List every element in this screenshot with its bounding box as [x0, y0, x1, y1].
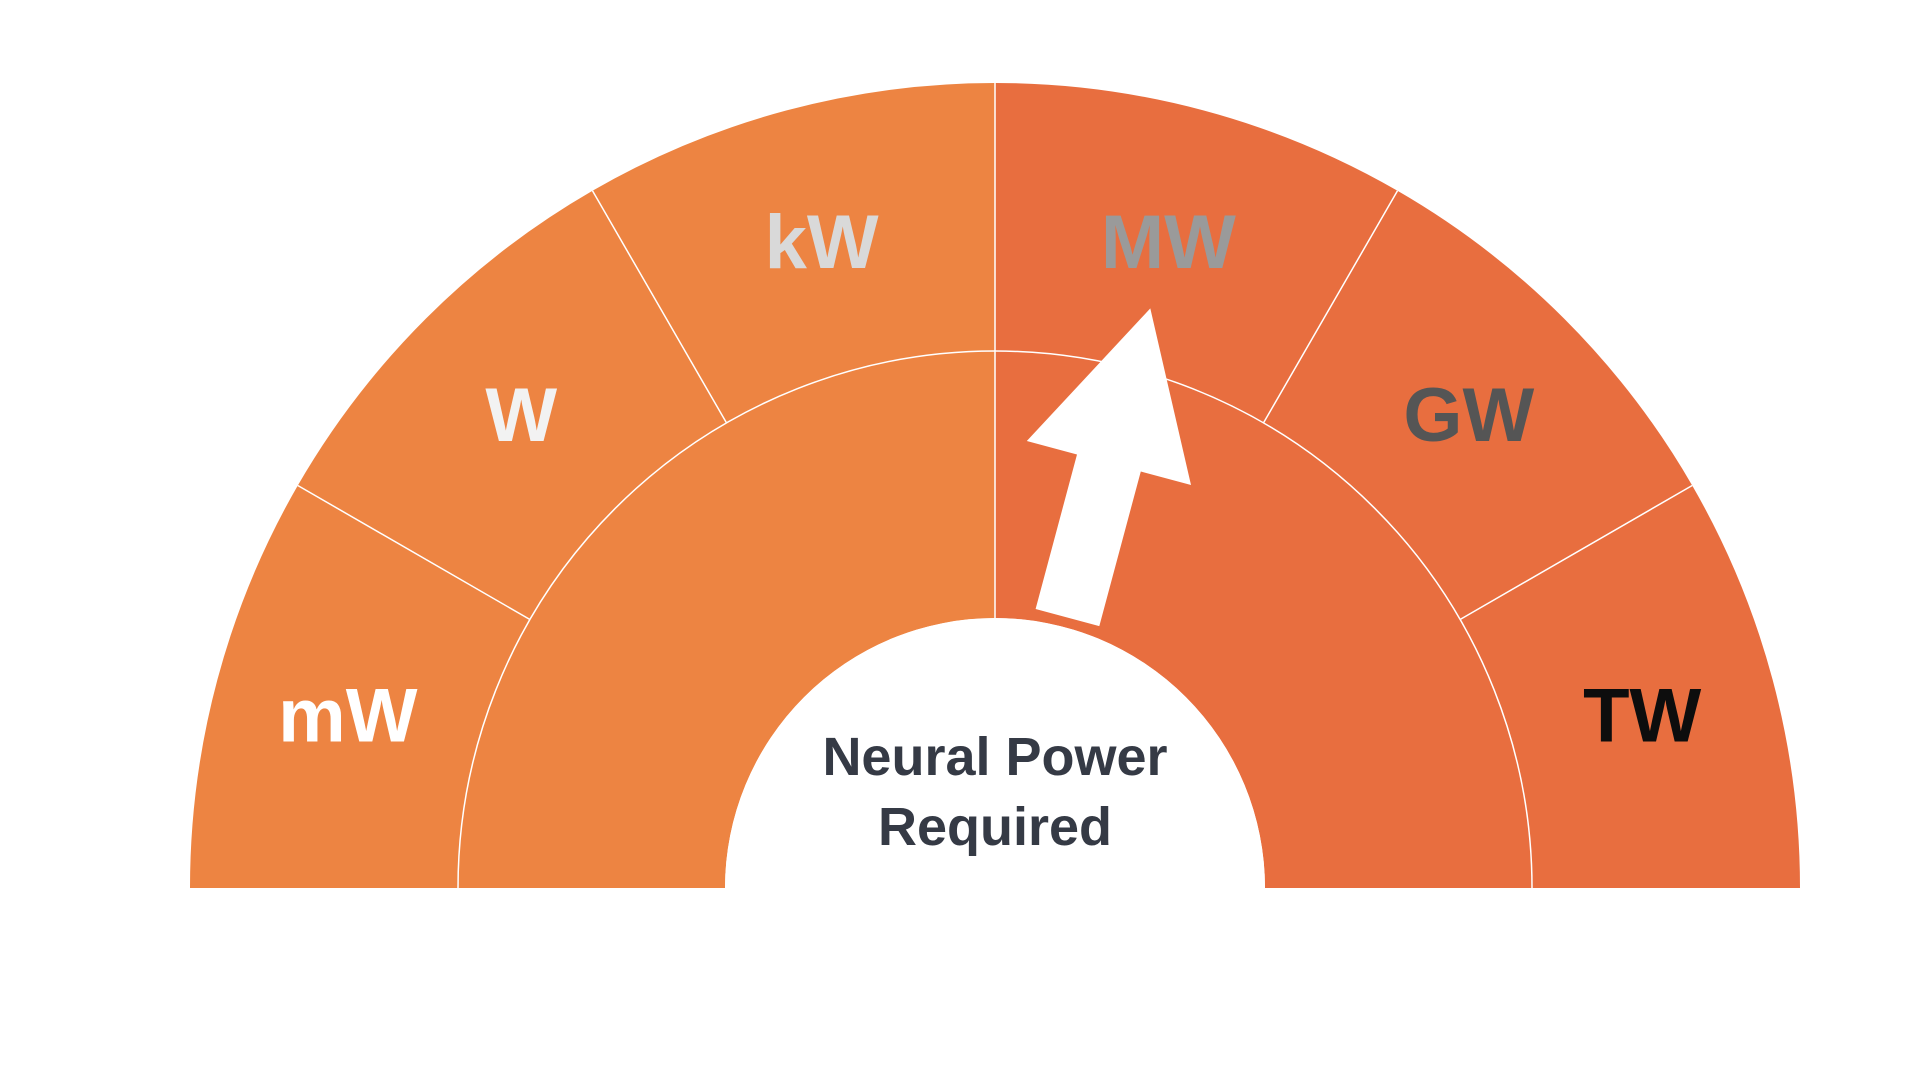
unit-labels: mW WkW MW GW TW	[278, 200, 1701, 759]
gauge-dividers	[297, 83, 1693, 889]
unit-label-tw: TW	[1583, 674, 1701, 759]
outer-wedge-mw	[995, 82, 1398, 423]
outer-wedge-mw	[190, 485, 530, 888]
center-label-line-1: Neural Power	[822, 727, 1167, 787]
unit-label-kw: kW	[765, 200, 879, 285]
pointer-arrow	[1026, 308, 1191, 627]
outer-wedge-tw	[1460, 485, 1800, 888]
unit-label-mw: MW	[1101, 200, 1236, 285]
outer-divider	[591, 190, 728, 424]
outer-wedge-kw	[592, 83, 995, 423]
center-label-line-2: Required	[878, 797, 1112, 857]
unit-label-mw: mW	[278, 674, 418, 759]
outer-wedge-gw	[1263, 190, 1693, 620]
outer-divider	[1262, 190, 1399, 424]
center-disc	[725, 618, 1265, 888]
unit-label-w: W	[485, 373, 557, 458]
outer-divider	[297, 484, 531, 621]
outer-wedge-w	[297, 190, 727, 620]
outer-divider	[1459, 484, 1693, 621]
unit-label-gw: GW	[1403, 373, 1534, 458]
inner-band-left	[458, 351, 995, 888]
